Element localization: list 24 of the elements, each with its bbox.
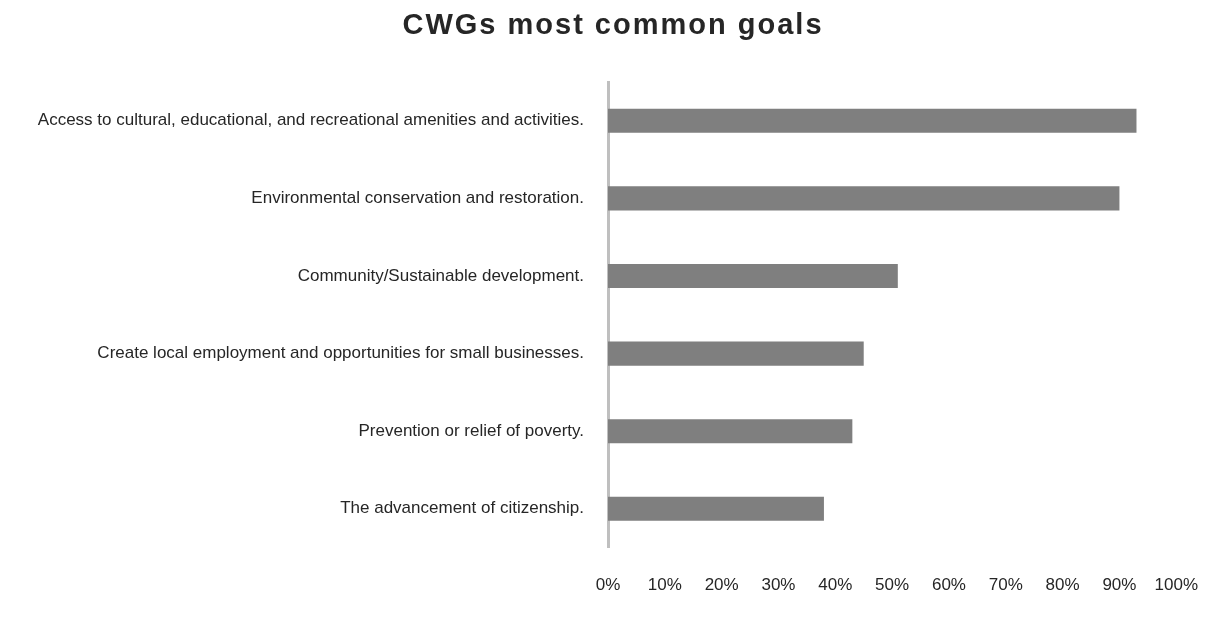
bar (608, 186, 1120, 211)
y-tick-label: Environmental conservation and restoration. (251, 188, 584, 208)
y-tick-label: Prevention or relief of poverty. (358, 420, 584, 440)
bar (608, 263, 898, 289)
chart-title: CWGs most common goals (401, 8, 825, 41)
x-tick-label: 20% (704, 575, 739, 595)
x-tick-label: 90% (1102, 575, 1137, 595)
y-tick-label: Access to cultural, educational, and recreational amenities and activities. (37, 110, 584, 130)
y-tick-label: Create local employment and opportunities for small businesses. (97, 343, 584, 363)
x-tick-label: 30% (761, 575, 796, 595)
x-tick-label: 100% (1154, 575, 1198, 595)
y-tick-label: Community/Sustainable development. (297, 265, 584, 285)
y-tick-label: The advancement of citizenship. (340, 498, 584, 518)
x-tick-label: 50% (875, 575, 910, 595)
bar (608, 341, 864, 366)
bar (608, 108, 1137, 133)
x-tick-label: 80% (1045, 575, 1080, 595)
bar (608, 419, 853, 444)
x-tick-label: 10% (647, 575, 682, 595)
bar (608, 496, 824, 521)
x-tick-label: 60% (931, 575, 966, 595)
x-tick-label: 40% (818, 575, 853, 595)
x-tick-label: 0% (595, 575, 621, 595)
x-tick-label: 70% (988, 575, 1023, 595)
